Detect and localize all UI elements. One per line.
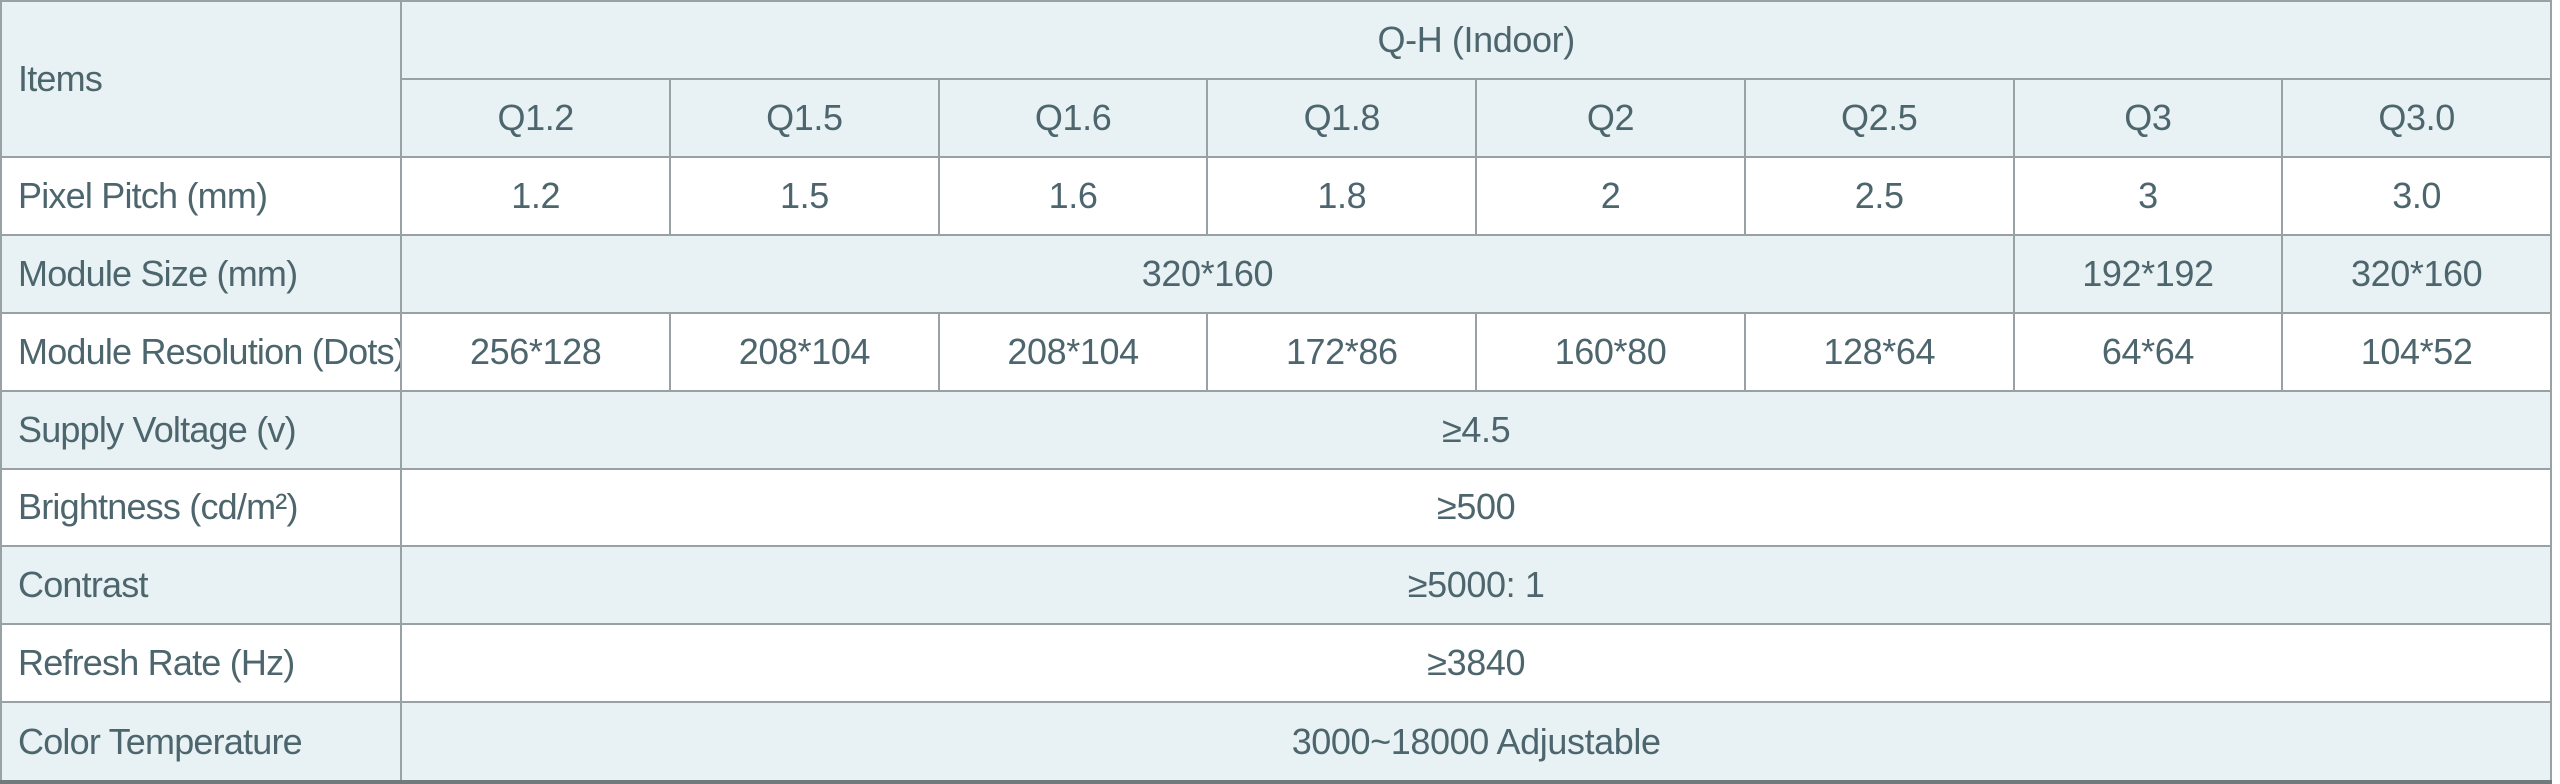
row-label-supply-voltage: Supply Voltage (v) [0, 389, 403, 470]
row-label-module-size: Module Size (mm) [0, 233, 403, 314]
value-cell: 1.5 [669, 155, 940, 236]
column-header-q2: Q2 [1475, 77, 1746, 158]
value-cell: 208*104 [669, 311, 940, 392]
row-label-module-resolution: Module Resolution (Dots) [0, 311, 403, 392]
value-cell: 104*52 [2281, 311, 2552, 392]
table-row-module-size: Module Size (mm) 320*160 192*192 320*160 [0, 233, 2552, 314]
row-label-refresh-rate: Refresh Rate (Hz) [0, 623, 403, 704]
value-cell: 320*160 [2281, 233, 2552, 314]
table-row-supply-voltage: Supply Voltage (v) ≥4.5 [0, 389, 2552, 470]
column-header-q1-2: Q1.2 [400, 77, 672, 158]
value-cell: 172*86 [1206, 311, 1478, 392]
value-cell: ≥500 [400, 467, 2552, 548]
value-cell: ≥4.5 [400, 389, 2552, 470]
value-cell: ≥3840 [400, 623, 2552, 704]
row-label-color-temperature: Color Temperature [0, 701, 403, 783]
value-cell: 2 [1475, 155, 1746, 236]
column-header-q1-6: Q1.6 [937, 77, 1209, 158]
table-row-refresh-rate: Refresh Rate (Hz) ≥3840 [0, 623, 2552, 704]
value-cell: 3000~18000 Adjustable [400, 701, 2552, 783]
value-cell: 3 [2012, 155, 2284, 236]
header-row-models: Q1.2 Q1.5 Q1.6 Q1.8 Q2 Q2.5 Q3 Q3.0 [1, 77, 2552, 158]
table-row-color-temperature: Color Temperature 3000~18000 Adjustable [0, 701, 2552, 783]
table-row-module-resolution: Module Resolution (Dots) 256*128 208*104… [0, 311, 2552, 392]
row-label-pixel-pitch: Pixel Pitch (mm) [0, 155, 403, 236]
row-label-contrast: Contrast [0, 545, 403, 626]
value-cell: 128*64 [1743, 311, 2015, 392]
value-cell: 256*128 [400, 311, 672, 392]
value-cell: 208*104 [937, 311, 1209, 392]
column-header-q2-5: Q2.5 [1743, 77, 2015, 158]
value-cell: 64*64 [2012, 311, 2284, 392]
row-label-brightness: Brightness (cd/m²) [0, 467, 403, 548]
value-cell: 1.8 [1206, 155, 1478, 236]
column-header-q3-0: Q3.0 [2281, 77, 2552, 158]
group-header: Q-H (Indoor) [400, 0, 2552, 80]
value-cell: 192*192 [2012, 233, 2284, 314]
value-cell: 160*80 [1475, 311, 1746, 392]
table-row-contrast: Contrast ≥5000: 1 [0, 545, 2552, 626]
column-header-q3: Q3 [2012, 77, 2284, 158]
value-cell: 3.0 [2281, 155, 2552, 236]
value-cell: 1.2 [400, 155, 672, 236]
value-cell: 1.6 [937, 155, 1209, 236]
items-header: Items [0, 0, 403, 158]
value-cell: 320*160 [400, 233, 2015, 314]
value-cell: 2.5 [1743, 155, 2015, 236]
table-row-brightness: Brightness (cd/m²) ≥500 [0, 467, 2552, 548]
column-header-q1-5: Q1.5 [669, 77, 940, 158]
value-cell: ≥5000: 1 [400, 545, 2552, 626]
table-row-pixel-pitch: Pixel Pitch (mm) 1.2 1.5 1.6 1.8 2 2.5 3… [0, 155, 2552, 236]
header-row-group: Items Q-H (Indoor) [0, 0, 2552, 158]
column-header-q1-8: Q1.8 [1206, 77, 1478, 158]
